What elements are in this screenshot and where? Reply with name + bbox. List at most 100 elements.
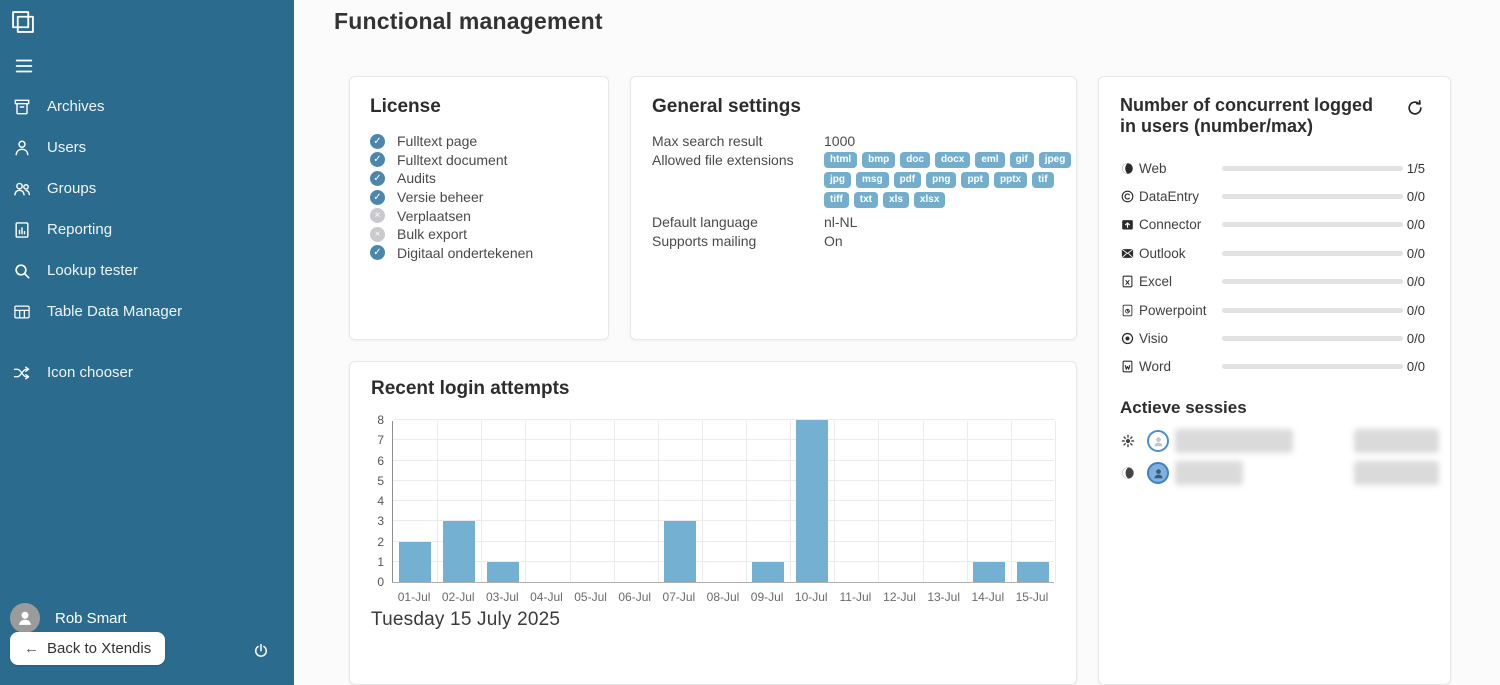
- license-item: ✓ Audits: [370, 169, 588, 188]
- current-user: Rob Smart: [10, 603, 127, 633]
- check-circle-icon: ✓: [370, 152, 385, 168]
- extension-badge: bmp: [862, 152, 896, 168]
- sidebar-item-icon-chooser[interactable]: Icon chooser: [0, 352, 294, 393]
- sidebar-item-reporting[interactable]: Reporting: [0, 209, 294, 250]
- chart-bar-02-Jul: [443, 521, 476, 582]
- supports-mailing-value: On: [824, 233, 843, 249]
- excel-icon: [1120, 274, 1139, 289]
- extension-badge: xls: [883, 192, 909, 208]
- extension-badge: docx: [935, 152, 971, 168]
- concurrent-row-word: Word 0/0: [1120, 353, 1425, 381]
- sidebar-item-label: Archives: [47, 98, 105, 115]
- concurrent-users-list: Web 1/5 DataEntry 0/0 Connector 0/0 Outlook 0/0…: [1120, 154, 1425, 381]
- sidebar-item-label: Lookup tester: [47, 262, 138, 279]
- license-item: ✓ Digitaal ondertekenen: [370, 244, 588, 263]
- concurrent-row-label: Visio: [1139, 331, 1169, 347]
- check-circle-icon: ✓: [370, 245, 385, 261]
- usage-value: 0/0: [1406, 189, 1425, 205]
- power-icon[interactable]: [252, 642, 270, 660]
- concurrent-row-label: Connector: [1139, 217, 1202, 233]
- cross-circle-icon: ×: [370, 226, 385, 242]
- session-avatar: [1147, 430, 1169, 453]
- y-axis-tick-label: 4: [377, 494, 384, 508]
- usage-value: 0/0: [1406, 359, 1425, 375]
- concurrent-row-label: Powerpoint: [1139, 302, 1207, 318]
- usage-progress-bar: [1222, 307, 1403, 313]
- arrow-left-icon: ←: [24, 640, 39, 657]
- visio-icon: [1120, 331, 1139, 346]
- extension-badge: doc: [900, 152, 930, 168]
- concurrent-row-connector: Connector 0/0: [1120, 211, 1425, 239]
- chart-bar-14-Jul: [972, 561, 1005, 582]
- x-axis-tick-label: 04-Jul: [530, 590, 563, 604]
- x-axis-tick-label: 08-Jul: [706, 590, 740, 604]
- x-axis-tick-label: 10-Jul: [794, 590, 828, 604]
- check-circle-icon: ✓: [370, 189, 385, 205]
- connector-icon: [1120, 217, 1139, 232]
- license-item: × Bulk export: [370, 225, 588, 244]
- allowed-extensions-label: Allowed file extensions: [652, 152, 794, 168]
- gear-icon: [1120, 433, 1147, 449]
- concurrent-row-visio: Visio 0/0: [1120, 324, 1425, 352]
- license-item-label: Fulltext page: [397, 133, 478, 150]
- back-to-xtendis-button[interactable]: ← Back to Xtendis: [10, 632, 166, 665]
- chart-bar-09-Jul: [752, 561, 785, 582]
- concurrent-row-label: Excel: [1139, 274, 1173, 290]
- sidebar-item-groups[interactable]: Groups: [0, 168, 294, 209]
- sidebar-item-label: Groups: [47, 180, 97, 197]
- y-axis-tick-label: 3: [377, 514, 384, 529]
- extension-badge-list: html bmp doc docx eml gif jpeg jpg msg pdf png ppt p…: [824, 152, 1074, 208]
- concurrent-row-outlook: Outlook 0/0: [1120, 239, 1425, 267]
- x-axis-tick-label: 03-Jul: [485, 590, 519, 604]
- current-date-label: Tuesday 15 July 2025: [371, 609, 561, 630]
- general-settings-title: General settings: [652, 96, 801, 117]
- sidebar-item-users[interactable]: Users: [0, 127, 294, 168]
- default-language-value: nl-NL: [824, 214, 858, 230]
- app-logo-icon: [9, 8, 37, 36]
- concurrent-row-web: Web 1/5: [1120, 154, 1425, 182]
- x-axis-tick-label: 11-Jul: [839, 590, 872, 604]
- concurrent-users-title: Number of concurrent logged in users (nu…: [1120, 95, 1374, 136]
- license-item-label: Verplaatsen: [397, 207, 471, 224]
- license-feature-list: ✓ Fulltext page ✓ Fulltext document ✓ Audits ✓…: [370, 132, 588, 262]
- x-axis-tick-label: 05-Jul: [574, 590, 607, 604]
- y-axis-tick-label: 6: [377, 453, 384, 468]
- extension-badge: eml: [975, 152, 1005, 168]
- usage-value: 0/0: [1406, 217, 1425, 233]
- extension-badge: html: [824, 152, 858, 168]
- redacted-session-name: [1175, 429, 1293, 454]
- supports-mailing-label: Supports mailing: [652, 233, 757, 249]
- concurrent-users-card: Number of concurrent logged in users (nu…: [1098, 76, 1451, 685]
- extension-badge: msg: [856, 172, 889, 188]
- extension-badge: ppt: [961, 172, 989, 188]
- sidebar-item-label: Table Data Manager: [47, 303, 183, 320]
- extension-badge: txt: [853, 192, 879, 208]
- y-axis-tick-label: 1: [377, 554, 384, 569]
- max-search-result-value: 1000: [824, 133, 856, 149]
- supports-mailing-row: Supports mailing On: [652, 232, 1055, 251]
- extension-badge: gif: [1009, 152, 1034, 168]
- usage-value: 0/0: [1406, 274, 1425, 290]
- search-icon: [12, 261, 32, 281]
- x-axis-tick-label: 12-Jul: [883, 590, 916, 604]
- sidebar-item-label: Icon chooser: [47, 364, 133, 381]
- sidebar-item-label: Users: [47, 139, 87, 156]
- sidebar-item-archives[interactable]: Archives: [0, 86, 294, 127]
- session-row: [1120, 457, 1439, 489]
- globe-icon: [1120, 465, 1147, 481]
- sidebar-menu: Archives Users Groups Reporting Lookup teste…: [0, 86, 294, 393]
- sidebar-item-lookup-tester[interactable]: Lookup tester: [0, 250, 294, 291]
- table-icon: [12, 302, 32, 322]
- chart-bar-01-Jul: [399, 541, 432, 582]
- y-axis-tick-label: 5: [377, 473, 384, 488]
- redacted-session-info: [1354, 429, 1439, 454]
- chart-bar-15-Jul: [1016, 561, 1049, 582]
- license-item-label: Fulltext document: [397, 151, 508, 168]
- refresh-icon[interactable]: [1405, 98, 1425, 118]
- hamburger-menu-icon[interactable]: [13, 55, 35, 77]
- outlook-icon: [1120, 246, 1139, 261]
- usage-progress-bar: [1222, 222, 1403, 228]
- usage-value: 0/0: [1406, 331, 1425, 347]
- usage-progress-bar: [1222, 336, 1403, 342]
- sidebar-item-table-data-manager[interactable]: Table Data Manager: [0, 291, 294, 332]
